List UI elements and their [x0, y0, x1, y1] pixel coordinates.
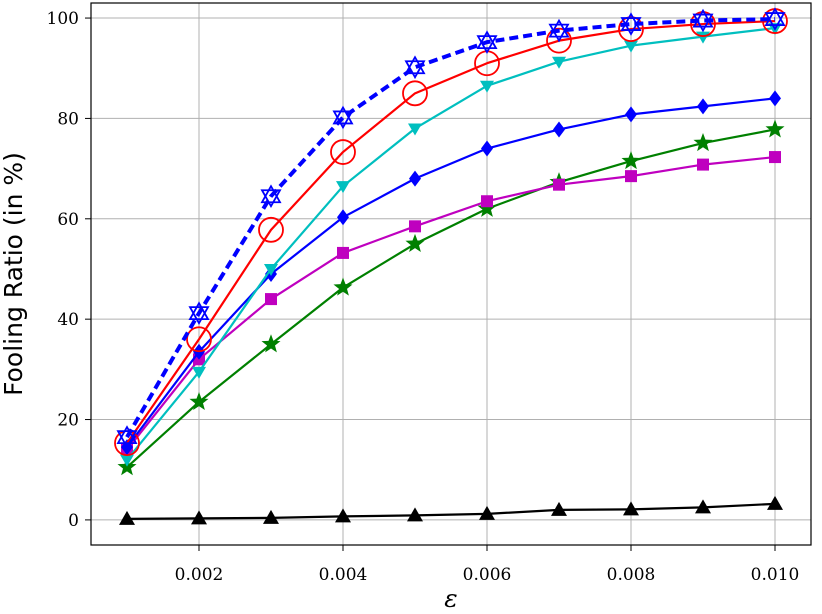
data-point-diamond: [625, 106, 637, 123]
data-point-square: [625, 170, 637, 183]
series-0: [119, 495, 783, 525]
series-line: [126, 128, 776, 469]
y-tick-label: 20: [57, 411, 79, 431]
data-point-circle-open: [258, 216, 284, 243]
y-tick-label: 40: [57, 310, 79, 330]
data-point-triangle-up: [191, 510, 207, 525]
series-line: [126, 97, 776, 448]
x-axis-label: ε: [444, 584, 457, 613]
data-point-star-open: [476, 30, 498, 54]
data-point-star-open: [116, 425, 138, 449]
data-point-triangle-down: [336, 181, 350, 194]
data-point-star: [405, 233, 425, 252]
data-point-triangle-down: [624, 40, 638, 53]
data-point-triangle-up: [767, 495, 783, 510]
data-point-triangle-down: [120, 454, 134, 467]
grid: [91, 3, 811, 545]
data-point-star: [765, 119, 785, 138]
data-point-square: [697, 158, 709, 171]
data-point-circle-open: [618, 16, 644, 42]
data-point-triangle-up: [551, 501, 567, 516]
data-point-triangle-up: [623, 501, 639, 516]
data-point-star-open: [260, 184, 282, 209]
series-3: [121, 90, 781, 456]
data-point-triangle-down: [408, 123, 422, 136]
data-point-triangle-up: [407, 507, 423, 522]
y-tick-label: 60: [57, 210, 79, 230]
data-point-star-open: [548, 18, 570, 43]
data-point-star: [189, 391, 209, 411]
data-point-triangle-down: [192, 366, 206, 379]
x-tick-label: 0.004: [319, 565, 368, 585]
series-1: [117, 119, 785, 476]
data-point-diamond: [481, 140, 493, 157]
data-point-circle-open: [330, 139, 356, 165]
data-point-star-open: [404, 55, 426, 80]
data-point-triangle-up: [119, 510, 135, 525]
data-point-square: [265, 293, 277, 306]
data-point-star: [621, 151, 641, 170]
y-tick-label: 80: [57, 109, 79, 129]
data-point-circle-open: [186, 326, 212, 353]
series-2: [121, 151, 781, 456]
data-point-diamond: [769, 90, 781, 107]
series-line: [125, 17, 776, 439]
data-point-star: [261, 334, 281, 353]
data-point-triangle-down: [480, 80, 494, 93]
data-point-star-open: [620, 12, 642, 36]
x-tick-label: 0.006: [463, 565, 512, 585]
data-point-star-open: [332, 105, 354, 130]
data-point-diamond: [697, 98, 709, 115]
series-line: [126, 26, 776, 461]
data-point-square: [553, 178, 565, 191]
data-point-diamond: [553, 121, 565, 138]
data-point-triangle-up: [335, 508, 351, 523]
data-point-triangle-down: [264, 263, 278, 276]
x-tick-label: 0.008: [607, 565, 656, 585]
data-point-triangle-up: [263, 509, 279, 524]
series-line: [126, 502, 776, 520]
series-layer: [114, 7, 788, 525]
data-point-square: [409, 220, 421, 233]
data-point-star: [693, 133, 713, 152]
x-tick-label: 0.010: [751, 565, 800, 585]
data-point-square: [337, 246, 349, 259]
data-point-diamond: [337, 209, 349, 226]
data-point-triangle-down: [696, 31, 710, 44]
data-point-star: [477, 198, 497, 217]
series-4: [120, 23, 782, 467]
plot-frame: [90, 2, 812, 546]
y-tick-label: 0: [68, 511, 79, 531]
data-point-triangle-down: [552, 56, 566, 69]
data-point-star-open: [188, 301, 210, 325]
data-point-diamond: [409, 170, 421, 187]
series-6: [116, 7, 786, 449]
data-point-triangle-up: [695, 499, 711, 514]
y-tick-label: 100: [47, 9, 79, 29]
data-point-star-open: [692, 8, 714, 33]
series-line: [126, 19, 776, 444]
y-axis-label: Fooling Ratio (in %): [0, 152, 28, 396]
data-point-star-open: [764, 7, 786, 31]
data-point-square: [481, 195, 493, 208]
ticks: 0.002 0.004 0.006 0.008 0.010 0 20 40 60 80 100: [47, 9, 800, 585]
data-point-star: [333, 277, 353, 296]
data-point-square: [769, 151, 781, 164]
series-line: [126, 155, 776, 451]
data-point-circle-open: [402, 80, 428, 107]
data-point-triangle-up: [479, 505, 495, 520]
x-tick-label: 0.002: [175, 565, 224, 585]
